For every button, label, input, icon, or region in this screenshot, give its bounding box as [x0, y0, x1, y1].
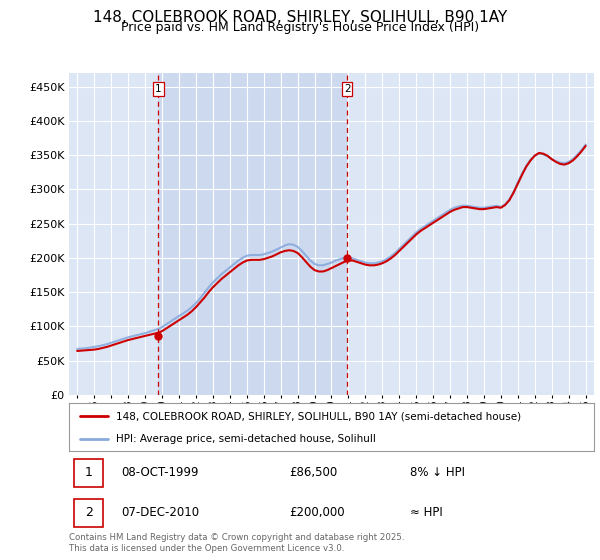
Text: 1: 1 [155, 84, 161, 94]
Text: £200,000: £200,000 [290, 506, 345, 519]
Text: Contains HM Land Registry data © Crown copyright and database right 2025.
This d: Contains HM Land Registry data © Crown c… [69, 533, 404, 553]
Bar [158, 73, 347, 395]
Text: Price paid vs. HM Land Registry's House Price Index (HPI): Price paid vs. HM Land Registry's House … [121, 21, 479, 34]
Text: 2: 2 [85, 506, 92, 519]
FancyBboxPatch shape [74, 498, 103, 527]
Text: 148, COLEBROOK ROAD, SHIRLEY, SOLIHULL, B90 1AY: 148, COLEBROOK ROAD, SHIRLEY, SOLIHULL, … [93, 10, 507, 25]
Text: ≈ HPI: ≈ HPI [410, 506, 443, 519]
FancyBboxPatch shape [74, 459, 103, 487]
Text: £86,500: £86,500 [290, 466, 338, 479]
Text: 1: 1 [85, 466, 92, 479]
Text: 8% ↓ HPI: 8% ↓ HPI [410, 466, 465, 479]
Text: 07-DEC-2010: 07-DEC-2010 [121, 506, 200, 519]
Text: 08-OCT-1999: 08-OCT-1999 [121, 466, 199, 479]
Text: HPI: Average price, semi-detached house, Solihull: HPI: Average price, semi-detached house,… [116, 434, 376, 444]
Text: 2: 2 [344, 84, 350, 94]
Text: 148, COLEBROOK ROAD, SHIRLEY, SOLIHULL, B90 1AY (semi-detached house): 148, COLEBROOK ROAD, SHIRLEY, SOLIHULL, … [116, 411, 521, 421]
